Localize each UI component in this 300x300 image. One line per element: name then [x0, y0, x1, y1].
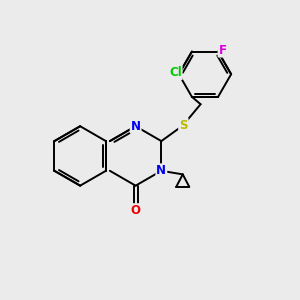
Text: F: F: [218, 44, 226, 57]
Text: N: N: [156, 164, 167, 177]
Text: S: S: [179, 118, 188, 131]
Text: O: O: [130, 204, 141, 217]
Text: Cl: Cl: [169, 66, 182, 79]
Text: N: N: [130, 120, 141, 133]
